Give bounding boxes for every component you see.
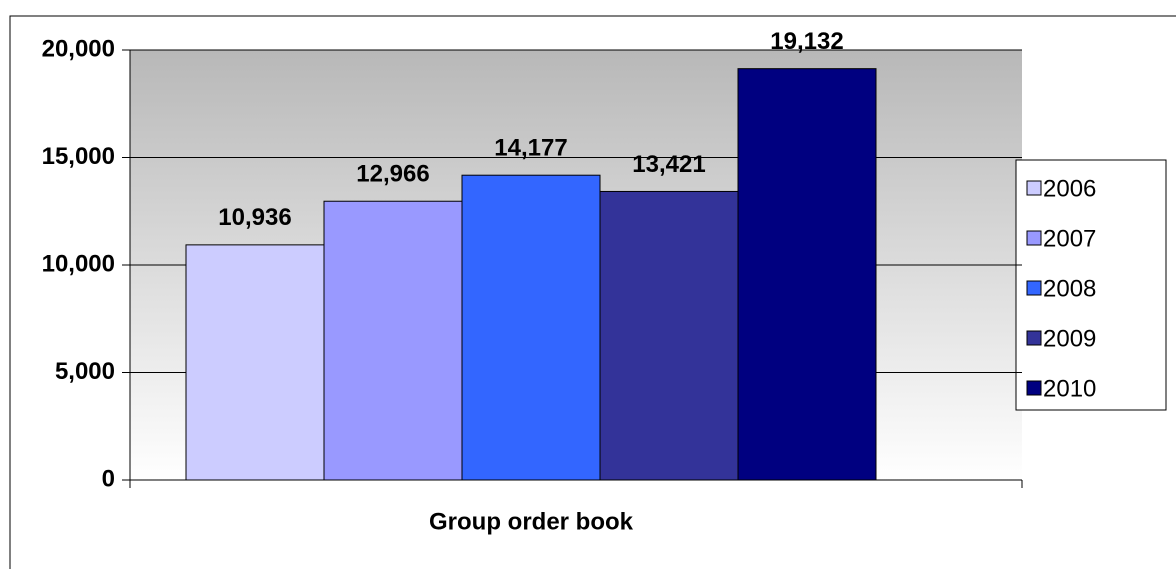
bar [461, 174, 601, 481]
data-label: 19,132 [770, 28, 843, 55]
y-tick-label: 15,000 [42, 143, 115, 170]
legend-label: 2008 [1043, 275, 1096, 302]
bar [323, 200, 463, 481]
bar [185, 244, 325, 481]
bar [737, 68, 877, 481]
data-label: 12,966 [356, 161, 429, 188]
y-tick-label: 5,000 [55, 358, 115, 385]
y-tick-label: 20,000 [42, 35, 115, 62]
legend-swatch [1026, 230, 1042, 246]
legend-label: 2010 [1043, 375, 1096, 402]
data-label: 10,936 [218, 204, 291, 231]
bar [599, 190, 739, 481]
x-tick-label: Group order book [429, 508, 634, 535]
data-label: 14,177 [494, 135, 567, 162]
legend-label: 2007 [1043, 225, 1096, 252]
y-tick-label: 0 [102, 465, 115, 492]
legend-swatch [1026, 180, 1042, 196]
y-tick-label: 10,000 [42, 250, 115, 277]
legend-label: 2006 [1043, 175, 1096, 202]
legend-swatch [1026, 280, 1042, 296]
legend-swatch [1026, 330, 1042, 346]
legend-swatch [1026, 380, 1042, 396]
legend-label: 2009 [1043, 325, 1096, 352]
data-label: 13,421 [632, 151, 705, 178]
